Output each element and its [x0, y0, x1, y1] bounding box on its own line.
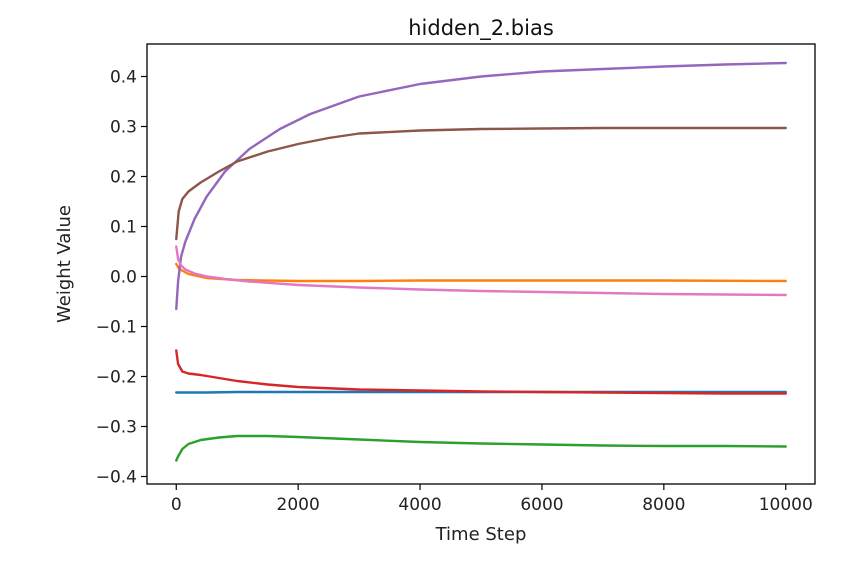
- series-line-4: [175, 349, 787, 395]
- x-tick-label: 6000: [520, 495, 563, 515]
- y-tick-label: 0.2: [110, 168, 137, 188]
- y-tick-label: 0.4: [110, 68, 137, 88]
- series-line-7: [175, 245, 787, 297]
- x-tick-label: 4000: [398, 495, 441, 515]
- x-axis-title: Time Step: [435, 524, 527, 545]
- y-tick-label: 0.0: [110, 268, 137, 288]
- y-axis: −0.4 −0.3 −0.2 −0.1 0.0 0.1 0.2 0.3 0.4: [96, 68, 147, 488]
- y-axis-title: Weight Value: [54, 205, 75, 323]
- x-tick-label: 0: [171, 495, 182, 515]
- series-line-5: [175, 61, 787, 311]
- series-line-3: [175, 434, 787, 462]
- y-tick-label: −0.4: [96, 468, 137, 488]
- y-tick-label: −0.2: [96, 368, 137, 388]
- chart-title: hidden_2.bias: [408, 16, 554, 41]
- series-layer: [175, 61, 787, 462]
- y-tick-label: 0.3: [110, 118, 137, 138]
- plot-frame: [146, 43, 816, 485]
- x-tick-label: 8000: [642, 495, 685, 515]
- y-tick-label: −0.1: [96, 318, 137, 338]
- x-tick-label: 10000: [759, 495, 813, 515]
- x-tick-label: 2000: [277, 495, 320, 515]
- y-tick-label: 0.1: [110, 218, 137, 238]
- series-line-2: [175, 262, 787, 283]
- y-tick-label: −0.3: [96, 418, 137, 438]
- x-axis: 0 2000 4000 6000 8000 10000: [171, 484, 813, 515]
- series-line-6: [175, 126, 787, 241]
